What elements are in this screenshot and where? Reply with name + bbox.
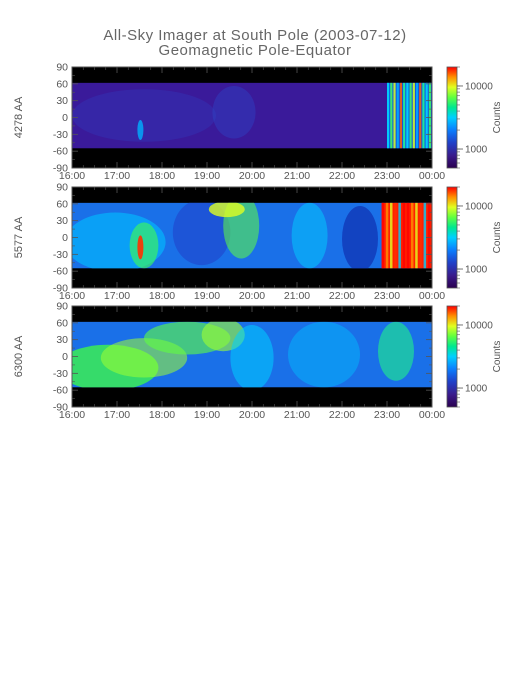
chart-title: All-Sky Imager at South Pole (2003-07-12… bbox=[103, 27, 406, 44]
y-tick-label: 0 bbox=[62, 232, 68, 244]
y-tick-label: -90 bbox=[53, 402, 68, 414]
x-tick-label: 21:00 bbox=[284, 170, 310, 182]
x-tick-label: 19:00 bbox=[194, 290, 220, 302]
y-tick-label: -90 bbox=[53, 163, 68, 175]
y-tick-label: 60 bbox=[56, 78, 68, 90]
colorbar-tick-label: 1000 bbox=[465, 384, 488, 395]
x-tick-label: 18:00 bbox=[149, 170, 175, 182]
heatmap-image bbox=[72, 82, 432, 149]
colorbar-label: Counts bbox=[492, 341, 503, 373]
colorbar bbox=[446, 305, 458, 408]
y-tick-label: 0 bbox=[62, 112, 68, 124]
x-tick-label: 16:00 bbox=[59, 170, 85, 182]
x-tick-label: 23:00 bbox=[374, 409, 400, 421]
x-tick-label: 18:00 bbox=[149, 409, 175, 421]
x-tick-label: 18:00 bbox=[149, 290, 175, 302]
colorbar-tick-label: 10000 bbox=[465, 320, 493, 331]
y-tick-label: -30 bbox=[53, 368, 68, 380]
x-tick-label: 17:00 bbox=[104, 290, 130, 302]
colorbar-tick-label: 10000 bbox=[465, 81, 493, 92]
y-tick-label: -30 bbox=[53, 129, 68, 141]
y-tick-label: -60 bbox=[53, 385, 68, 397]
colorbar-tick-label: 10000 bbox=[465, 201, 493, 212]
y-tick-label: -60 bbox=[53, 146, 68, 158]
x-tick-label: 16:00 bbox=[59, 409, 85, 421]
x-tick-label: 20:00 bbox=[239, 409, 265, 421]
colorbar-tick-label: 1000 bbox=[465, 145, 488, 156]
chart-subtitle: Geomagnetic Pole-Equator bbox=[159, 42, 352, 59]
y-tick-label: 90 bbox=[56, 182, 68, 194]
y-tick-label: -60 bbox=[53, 266, 68, 278]
heatmap-image bbox=[72, 321, 432, 388]
y-tick-label: 60 bbox=[56, 198, 68, 210]
y-tick-label: 90 bbox=[56, 301, 68, 313]
x-tick-label: 21:00 bbox=[284, 409, 310, 421]
y-axis-label: 6300 AA bbox=[13, 335, 25, 377]
y-tick-label: 30 bbox=[56, 334, 68, 346]
colorbar-label: Counts bbox=[492, 222, 503, 254]
x-tick-label: 00:00 bbox=[419, 409, 445, 421]
y-tick-label: 60 bbox=[56, 317, 68, 329]
x-tick-label: 23:00 bbox=[374, 170, 400, 182]
x-tick-label: 22:00 bbox=[329, 409, 355, 421]
x-tick-label: 00:00 bbox=[419, 170, 445, 182]
y-axis-label: 4278 AA bbox=[13, 96, 25, 138]
x-tick-label: 17:00 bbox=[104, 170, 130, 182]
colorbar-tick-label: 1000 bbox=[465, 265, 488, 276]
y-tick-label: 0 bbox=[62, 351, 68, 363]
x-tick-label: 20:00 bbox=[239, 170, 265, 182]
y-axis-label: 5577 AA bbox=[13, 216, 25, 258]
x-tick-label: 22:00 bbox=[329, 290, 355, 302]
x-tick-label: 16:00 bbox=[59, 290, 85, 302]
colorbar-label: Counts bbox=[492, 102, 503, 134]
x-tick-label: 17:00 bbox=[104, 409, 130, 421]
x-tick-label: 22:00 bbox=[329, 170, 355, 182]
x-tick-label: 23:00 bbox=[374, 290, 400, 302]
x-tick-label: 19:00 bbox=[194, 409, 220, 421]
x-tick-label: 21:00 bbox=[284, 290, 310, 302]
y-tick-label: 90 bbox=[56, 62, 68, 74]
colorbar bbox=[446, 186, 458, 289]
y-tick-label: -90 bbox=[53, 283, 68, 295]
y-tick-label: -30 bbox=[53, 249, 68, 261]
x-tick-label: 20:00 bbox=[239, 290, 265, 302]
x-tick-label: 00:00 bbox=[419, 290, 445, 302]
y-tick-label: 30 bbox=[56, 215, 68, 227]
x-tick-label: 19:00 bbox=[194, 170, 220, 182]
colorbar bbox=[446, 66, 458, 169]
heatmap-image bbox=[72, 202, 432, 269]
y-tick-label: 30 bbox=[56, 95, 68, 107]
